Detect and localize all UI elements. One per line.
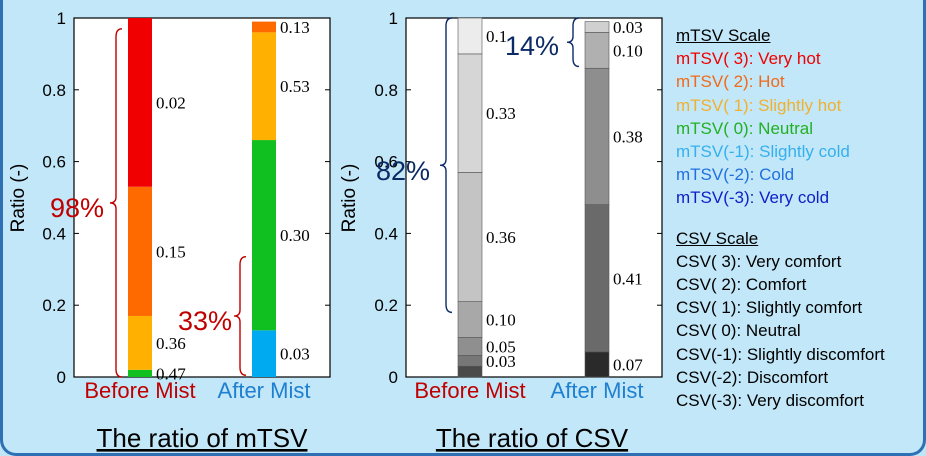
bar-segment xyxy=(128,315,152,370)
y-tick-label: 0.8 xyxy=(374,81,398,100)
y-tick-label: 0.4 xyxy=(374,224,398,243)
bar-segment xyxy=(252,330,276,377)
bar-segment xyxy=(457,355,483,367)
y-tick-label: 0.2 xyxy=(374,296,398,315)
data-label: 0.15 xyxy=(156,242,186,261)
bracket xyxy=(566,17,580,68)
legend-csv-item: CSV( 3): Very comfort xyxy=(676,251,842,271)
y-axis-label: Ratio (-) xyxy=(339,164,360,233)
legend-csv-item: CSV( 0): Neutral xyxy=(676,321,801,341)
bar-segment xyxy=(457,301,483,338)
legend-mtsv-item: mTSV(-2): Cold xyxy=(676,165,795,185)
bar-segment xyxy=(252,21,276,33)
bar-segment xyxy=(252,32,276,141)
bracket xyxy=(109,28,123,378)
bracket xyxy=(233,256,247,376)
legend-csv-item: CSV( 1): Slightly comfort xyxy=(676,298,863,318)
percentage-annotation: 33% xyxy=(178,306,232,336)
bar-segment xyxy=(457,337,483,356)
y-tick-label: 0.2 xyxy=(42,296,66,315)
data-label: 0.03 xyxy=(613,18,643,37)
data-label: 0.41 xyxy=(613,269,643,288)
bar-segment xyxy=(584,32,610,69)
data-label: 0.07 xyxy=(613,355,643,374)
y-tick-label: 0 xyxy=(57,368,66,387)
chart-title: The ratio of CSV xyxy=(436,423,629,453)
data-label: 0.03 xyxy=(486,352,516,371)
legend-mtsv-item: mTSV( 0): Neutral xyxy=(676,118,813,138)
data-label: 0.03 xyxy=(280,345,310,364)
bar-segment xyxy=(457,172,483,302)
bar-segment xyxy=(252,140,276,331)
data-label: 0.53 xyxy=(280,77,310,96)
y-tick-label: 0 xyxy=(389,368,398,387)
y-tick-label: 0.4 xyxy=(42,224,66,243)
y-tick-label: 1 xyxy=(57,9,66,28)
plot-area xyxy=(405,17,663,378)
bar-segment xyxy=(584,351,610,378)
y-tick-label: 0.6 xyxy=(42,153,66,172)
chart-title: The ratio of mTSV xyxy=(97,423,309,453)
data-label: 0.1 xyxy=(486,27,507,46)
legend-csv-item: CSV(-1): Slightly discomfort xyxy=(676,344,885,364)
category-label: After Mist xyxy=(218,378,311,403)
legend-mtsv-item: mTSV( 3): Very hot xyxy=(676,49,821,69)
data-label: 0.05 xyxy=(486,337,516,356)
legend-csv-header: CSV Scale xyxy=(676,228,759,248)
bar-segment xyxy=(128,369,152,377)
bar-segment xyxy=(584,204,610,353)
bar-segment xyxy=(457,53,483,173)
data-label: 0.10 xyxy=(486,311,516,330)
percentage-annotation: 98% xyxy=(50,193,104,223)
data-label: 0.30 xyxy=(280,226,310,245)
legend-csv-item: CSV(-3): Very discomfort xyxy=(676,391,864,411)
data-label: 0.33 xyxy=(486,104,516,123)
legend-mtsv-header: mTSV Scale xyxy=(676,26,771,45)
category-label: Before Mist xyxy=(414,378,525,403)
legend-mtsv-item: mTSV(-1): Slightly cold xyxy=(676,142,850,162)
percentage-annotation: 14% xyxy=(505,31,559,61)
legend-mtsv-item: mTSV( 2): Hot xyxy=(676,72,785,92)
y-tick-label: 1 xyxy=(389,9,398,28)
data-label: 0.38 xyxy=(613,127,643,146)
legend-mtsv-list: mTSV( 3): Very hot mTSV( 2): Hot mTSV( 1… xyxy=(676,47,926,209)
data-label: 0.10 xyxy=(613,41,643,60)
bar-segment xyxy=(128,186,152,316)
legend: mTSV Scale mTSV( 3): Very hot mTSV( 2): … xyxy=(676,24,926,412)
legend-mtsv-item: mTSV( 1): Slightly hot xyxy=(676,95,842,115)
percentage-annotation: 82% xyxy=(376,156,430,186)
bar-segment xyxy=(584,21,610,33)
legend-csv-list: CSV( 3): Very comfort CSV( 2): Comfort C… xyxy=(676,250,926,412)
data-label: 0.36 xyxy=(486,228,516,247)
bar-segment xyxy=(457,17,483,55)
data-label: 0.13 xyxy=(280,18,310,37)
legend-csv-item: CSV( 2): Comfort xyxy=(676,275,807,295)
bar-segment xyxy=(457,365,483,378)
y-tick-label: 0.6 xyxy=(374,153,398,172)
y-tick-label: 0.8 xyxy=(42,81,66,100)
category-label: After Mist xyxy=(551,378,644,403)
bar-segment xyxy=(128,18,152,187)
bar-segment xyxy=(584,67,610,205)
y-axis-label: Ratio (-) xyxy=(8,164,29,233)
data-label: 0.02 xyxy=(156,93,186,112)
data-label: 0.47 xyxy=(156,364,186,383)
legend-mtsv-item: mTSV(-3): Very cold xyxy=(676,188,830,208)
bracket xyxy=(439,17,453,314)
category-label: Before Mist xyxy=(84,378,195,403)
data-label: 0.36 xyxy=(156,334,186,353)
legend-csv-item: CSV(-2): Discomfort xyxy=(676,367,829,387)
